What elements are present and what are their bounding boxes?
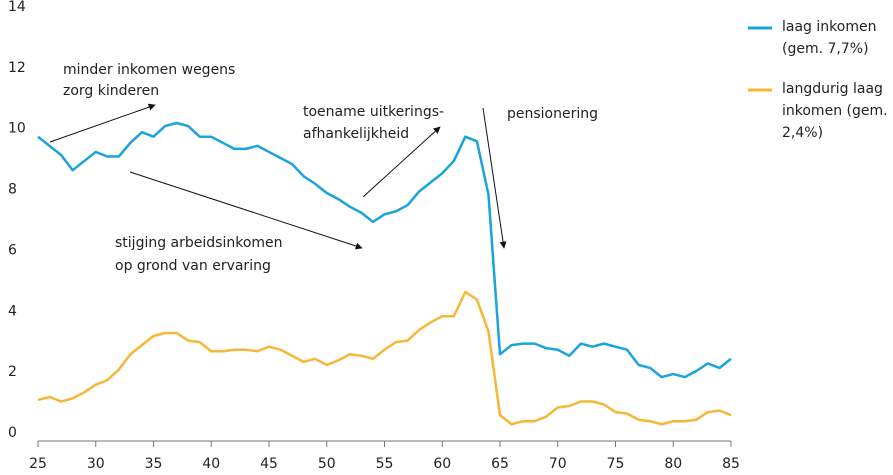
annotation-arrows	[49, 103, 507, 250]
x-tick-label: 70	[549, 456, 567, 472]
arrow	[49, 103, 156, 143]
y-tick-label: 12	[8, 60, 26, 76]
y-tick-label: 8	[8, 182, 17, 198]
y-tick-label: 0	[8, 425, 17, 441]
y-tick-label: 14	[8, 0, 26, 15]
arrow	[482, 107, 507, 249]
y-tick-label: 4	[8, 303, 17, 319]
arrow	[362, 126, 441, 198]
y-tick-label: 10	[8, 121, 26, 137]
x-tick-label: 45	[260, 456, 278, 472]
x-tick-label: 50	[318, 456, 336, 472]
annotation: toename uitkerings-	[303, 104, 444, 120]
legend-label: laag inkomen (gem. 7,7%)	[782, 19, 877, 57]
x-tick-label: 40	[202, 456, 220, 472]
x-tick-label: 75	[607, 456, 625, 472]
annotation: afhankelijkheid	[303, 126, 409, 142]
x-tick-label: 30	[87, 456, 105, 472]
annotation: minder inkomen wegens	[63, 62, 235, 78]
y-tick-label: 2	[8, 364, 17, 380]
arrow	[129, 171, 363, 250]
annotation: zorg kinderen	[63, 83, 159, 99]
x-tick-label: 35	[145, 456, 163, 472]
annotation: op grond van ervaring	[115, 258, 271, 274]
x-tick-label: 65	[491, 456, 509, 472]
annotation: stijging arbeidsinkomen	[115, 235, 283, 251]
x-tick-label: 60	[433, 456, 451, 472]
series-line	[37, 121, 732, 379]
x-tick-label: 55	[376, 456, 394, 472]
series-line	[37, 290, 732, 426]
y-tick-label: 6	[8, 242, 17, 258]
x-tick-label: 85	[722, 456, 740, 472]
legend-label: langdurig laag inkomen (gem. 2,4%)	[782, 81, 888, 141]
x-tick-label: 25	[29, 456, 47, 472]
x-tick-label: 80	[664, 456, 682, 472]
annotation: pensionering	[507, 106, 598, 122]
